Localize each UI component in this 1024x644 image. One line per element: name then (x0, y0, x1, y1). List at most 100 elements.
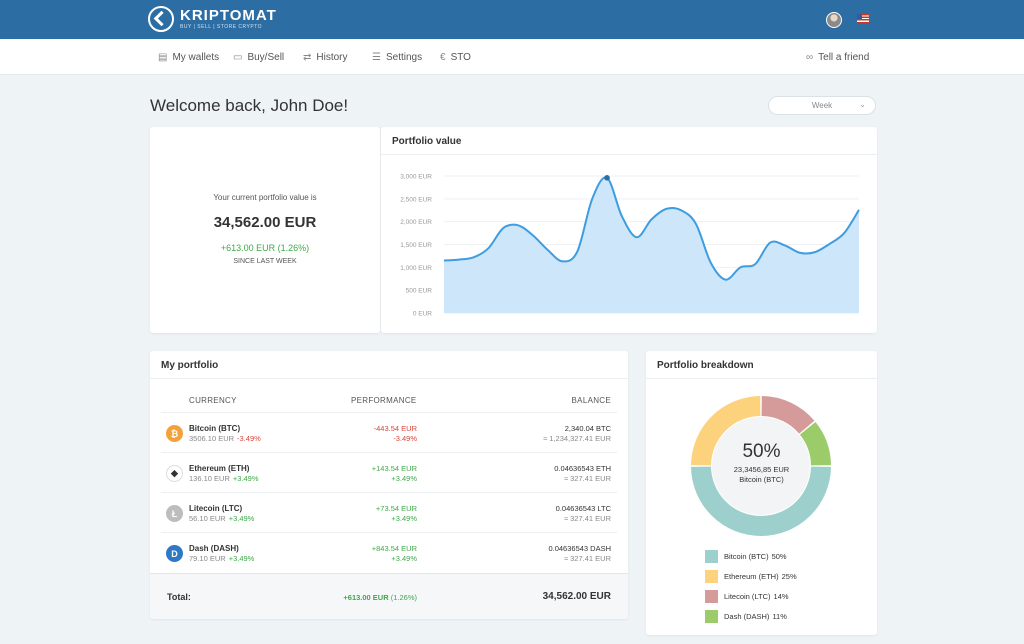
header-balance: BALANCE (571, 396, 611, 405)
performance-pct: +3.49% (391, 514, 417, 523)
table-row[interactable]: D Dash (DASH) 79.10 EUR +3.49% +843.54 EUR +3… (161, 532, 617, 572)
dash-icon: D (166, 545, 183, 562)
nav-sto[interactable]: € STO (440, 39, 471, 75)
nav-settings[interactable]: ☰ Settings (372, 39, 422, 75)
litecoin-icon: Ł (166, 505, 183, 522)
currency-price-change: +3.49% (232, 474, 259, 483)
portfolio-value-chart: 0 EUR 500 EUR 1,000 EUR 1,500 EUR 2,000 EUR 2… (400, 174, 860, 318)
table-row[interactable]: ◆ Ethereum (ETH) 136.10 EUR +3.49% +143.54 E… (161, 452, 617, 492)
portfolio-value-amount: 34,562.00 EUR (213, 214, 317, 231)
currency-price: 136.10 EUR +3.49% (189, 474, 259, 483)
nav-history[interactable]: ⇄ History (303, 39, 348, 75)
card-divider (150, 378, 628, 379)
legend-label-name: Bitcoin (BTC) (724, 551, 769, 561)
card-divider (646, 378, 877, 379)
user-avatar[interactable] (826, 12, 842, 28)
card-divider (380, 127, 381, 333)
table-row[interactable]: Ł Litecoin (LTC) 56.10 EUR +3.49% +73.54 EUR… (161, 492, 617, 532)
y-tick-label: 2,000 EUR (400, 219, 432, 226)
nav-settings-label: Settings (385, 51, 423, 63)
currency-price: 79.10 EUR +3.49% (189, 554, 254, 563)
table-row[interactable]: ₿ Bitcoin (BTC) 3506.10 EUR -3.49% -443.54 E… (161, 412, 617, 452)
balance-amount: 0.04636543 ETH (554, 464, 611, 473)
card-icon: ▭ (233, 51, 243, 63)
currency-price-value: 56.10 EUR (189, 514, 226, 523)
performance-pct: +3.49% (391, 554, 417, 563)
donut-slice[interactable] (691, 466, 831, 537)
performance-amount: -443.54 EUR (373, 424, 417, 433)
balance-eur: ≈ 327.41 EUR (563, 514, 611, 523)
legend-label-name: Dash (DASH) (724, 611, 770, 621)
y-tick-label: 0 EUR (413, 311, 432, 318)
total-performance-amount: +613.00 EUR (343, 593, 389, 602)
legend-label-name: Litecoin (LTC) (724, 591, 771, 601)
my-portfolio-title: My portfolio (161, 360, 219, 371)
tell-a-friend-link[interactable]: ∞ Tell a friend (806, 39, 869, 75)
legend-label: Dash (DASH) 11% (724, 612, 787, 621)
legend-item: Dash (DASH) 11% (705, 609, 787, 623)
performance-amount: +73.54 EUR (375, 504, 417, 513)
sliders-icon: ☰ (372, 51, 381, 63)
us-flag-icon[interactable] (857, 14, 869, 23)
legend-label: Litecoin (LTC) 14% (724, 592, 789, 601)
legend-label-pct: 14% (773, 591, 789, 601)
currency-price-value: 3506.10 EUR (189, 434, 235, 443)
currency-price: 3506.10 EUR -3.49% (189, 434, 261, 443)
donut-center-name: Bitcoin (BTC) (739, 475, 784, 484)
currency-price-change: +3.49% (228, 514, 255, 523)
area-fill (444, 177, 859, 313)
legend-label: Bitcoin (BTC) 50% (724, 552, 787, 561)
portfolio-value-label: Your current portfolio value is (213, 193, 317, 202)
legend-label-pct: 25% (781, 571, 797, 581)
donut-slice[interactable] (761, 396, 815, 434)
y-tick-label: 1,500 EUR (400, 242, 432, 249)
ethereum-icon: ◆ (166, 465, 183, 482)
main-nav: ▤ My wallets ▭ Buy/Sell ⇄ History ☰ Sett… (0, 39, 1024, 75)
swap-icon: ⇄ (303, 51, 312, 63)
legend-swatch (705, 569, 718, 583)
currency-price: 56.10 EUR +3.49% (189, 514, 254, 523)
legend-item: Ethereum (ETH) 25% (705, 569, 797, 583)
performance-pct: -3.49% (393, 434, 417, 443)
card-divider (381, 154, 877, 155)
portfolio-value-title: Portfolio value (392, 136, 462, 147)
period-select[interactable]: Week ⌄ (768, 96, 876, 115)
y-tick-label: 1,000 EUR (400, 265, 432, 272)
welcome-heading: Welcome back, John Doe! (150, 96, 349, 115)
chevron-down-icon: ⌄ (859, 100, 866, 109)
currency-name: Litecoin (LTC) (189, 504, 243, 513)
wallet-icon: ▤ (158, 51, 168, 63)
link-icon: ∞ (806, 51, 814, 63)
donut-slice[interactable] (799, 422, 831, 466)
total-performance-pct: (1.26%) (390, 593, 417, 602)
legend-swatch (705, 609, 718, 623)
balance-eur: ≈ 1,234,327.41 EUR (543, 434, 611, 443)
y-tick-label: 3,000 EUR (400, 174, 432, 181)
legend-label-pct: 50% (771, 551, 787, 561)
currency-name: Dash (DASH) (189, 544, 239, 553)
legend-item: Litecoin (LTC) 14% (705, 589, 789, 603)
currency-price-value: 79.10 EUR (189, 554, 226, 563)
series-line (443, 176, 860, 281)
legend-label: Ethereum (ETH) 25% (724, 572, 797, 581)
logo-mark-icon (148, 6, 174, 32)
header-currency: CURRENCY (189, 396, 237, 405)
nav-my-wallets[interactable]: ▤ My wallets (158, 39, 219, 75)
currency-name: Ethereum (ETH) (189, 464, 250, 473)
tell-a-friend-label: Tell a friend (818, 51, 870, 63)
legend-swatch (705, 589, 718, 603)
donut-slice[interactable] (691, 396, 761, 466)
currency-price-change: -3.49% (237, 434, 261, 443)
nav-sto-label: STO (450, 51, 471, 63)
balance-eur: ≈ 327.41 EUR (563, 554, 611, 563)
donut-center (712, 417, 810, 515)
portfolio-breakdown-card: Portfolio breakdown 50% 23,3456,85 EUR B… (646, 351, 877, 635)
data-point-highlight[interactable] (604, 175, 610, 181)
nav-buy-sell[interactable]: ▭ Buy/Sell (233, 39, 284, 75)
y-tick-label: 500 EUR (406, 288, 433, 295)
total-label: Total: (167, 592, 191, 602)
brand-logo[interactable]: KRIPTOMAT BUY | SELL | STORE CRYPTO (148, 6, 277, 32)
legend-item: Bitcoin (BTC) 50% (705, 549, 787, 563)
y-tick-label: 2,500 EUR (400, 196, 432, 203)
total-performance: +613.00 EUR (1.26%) (340, 593, 417, 602)
